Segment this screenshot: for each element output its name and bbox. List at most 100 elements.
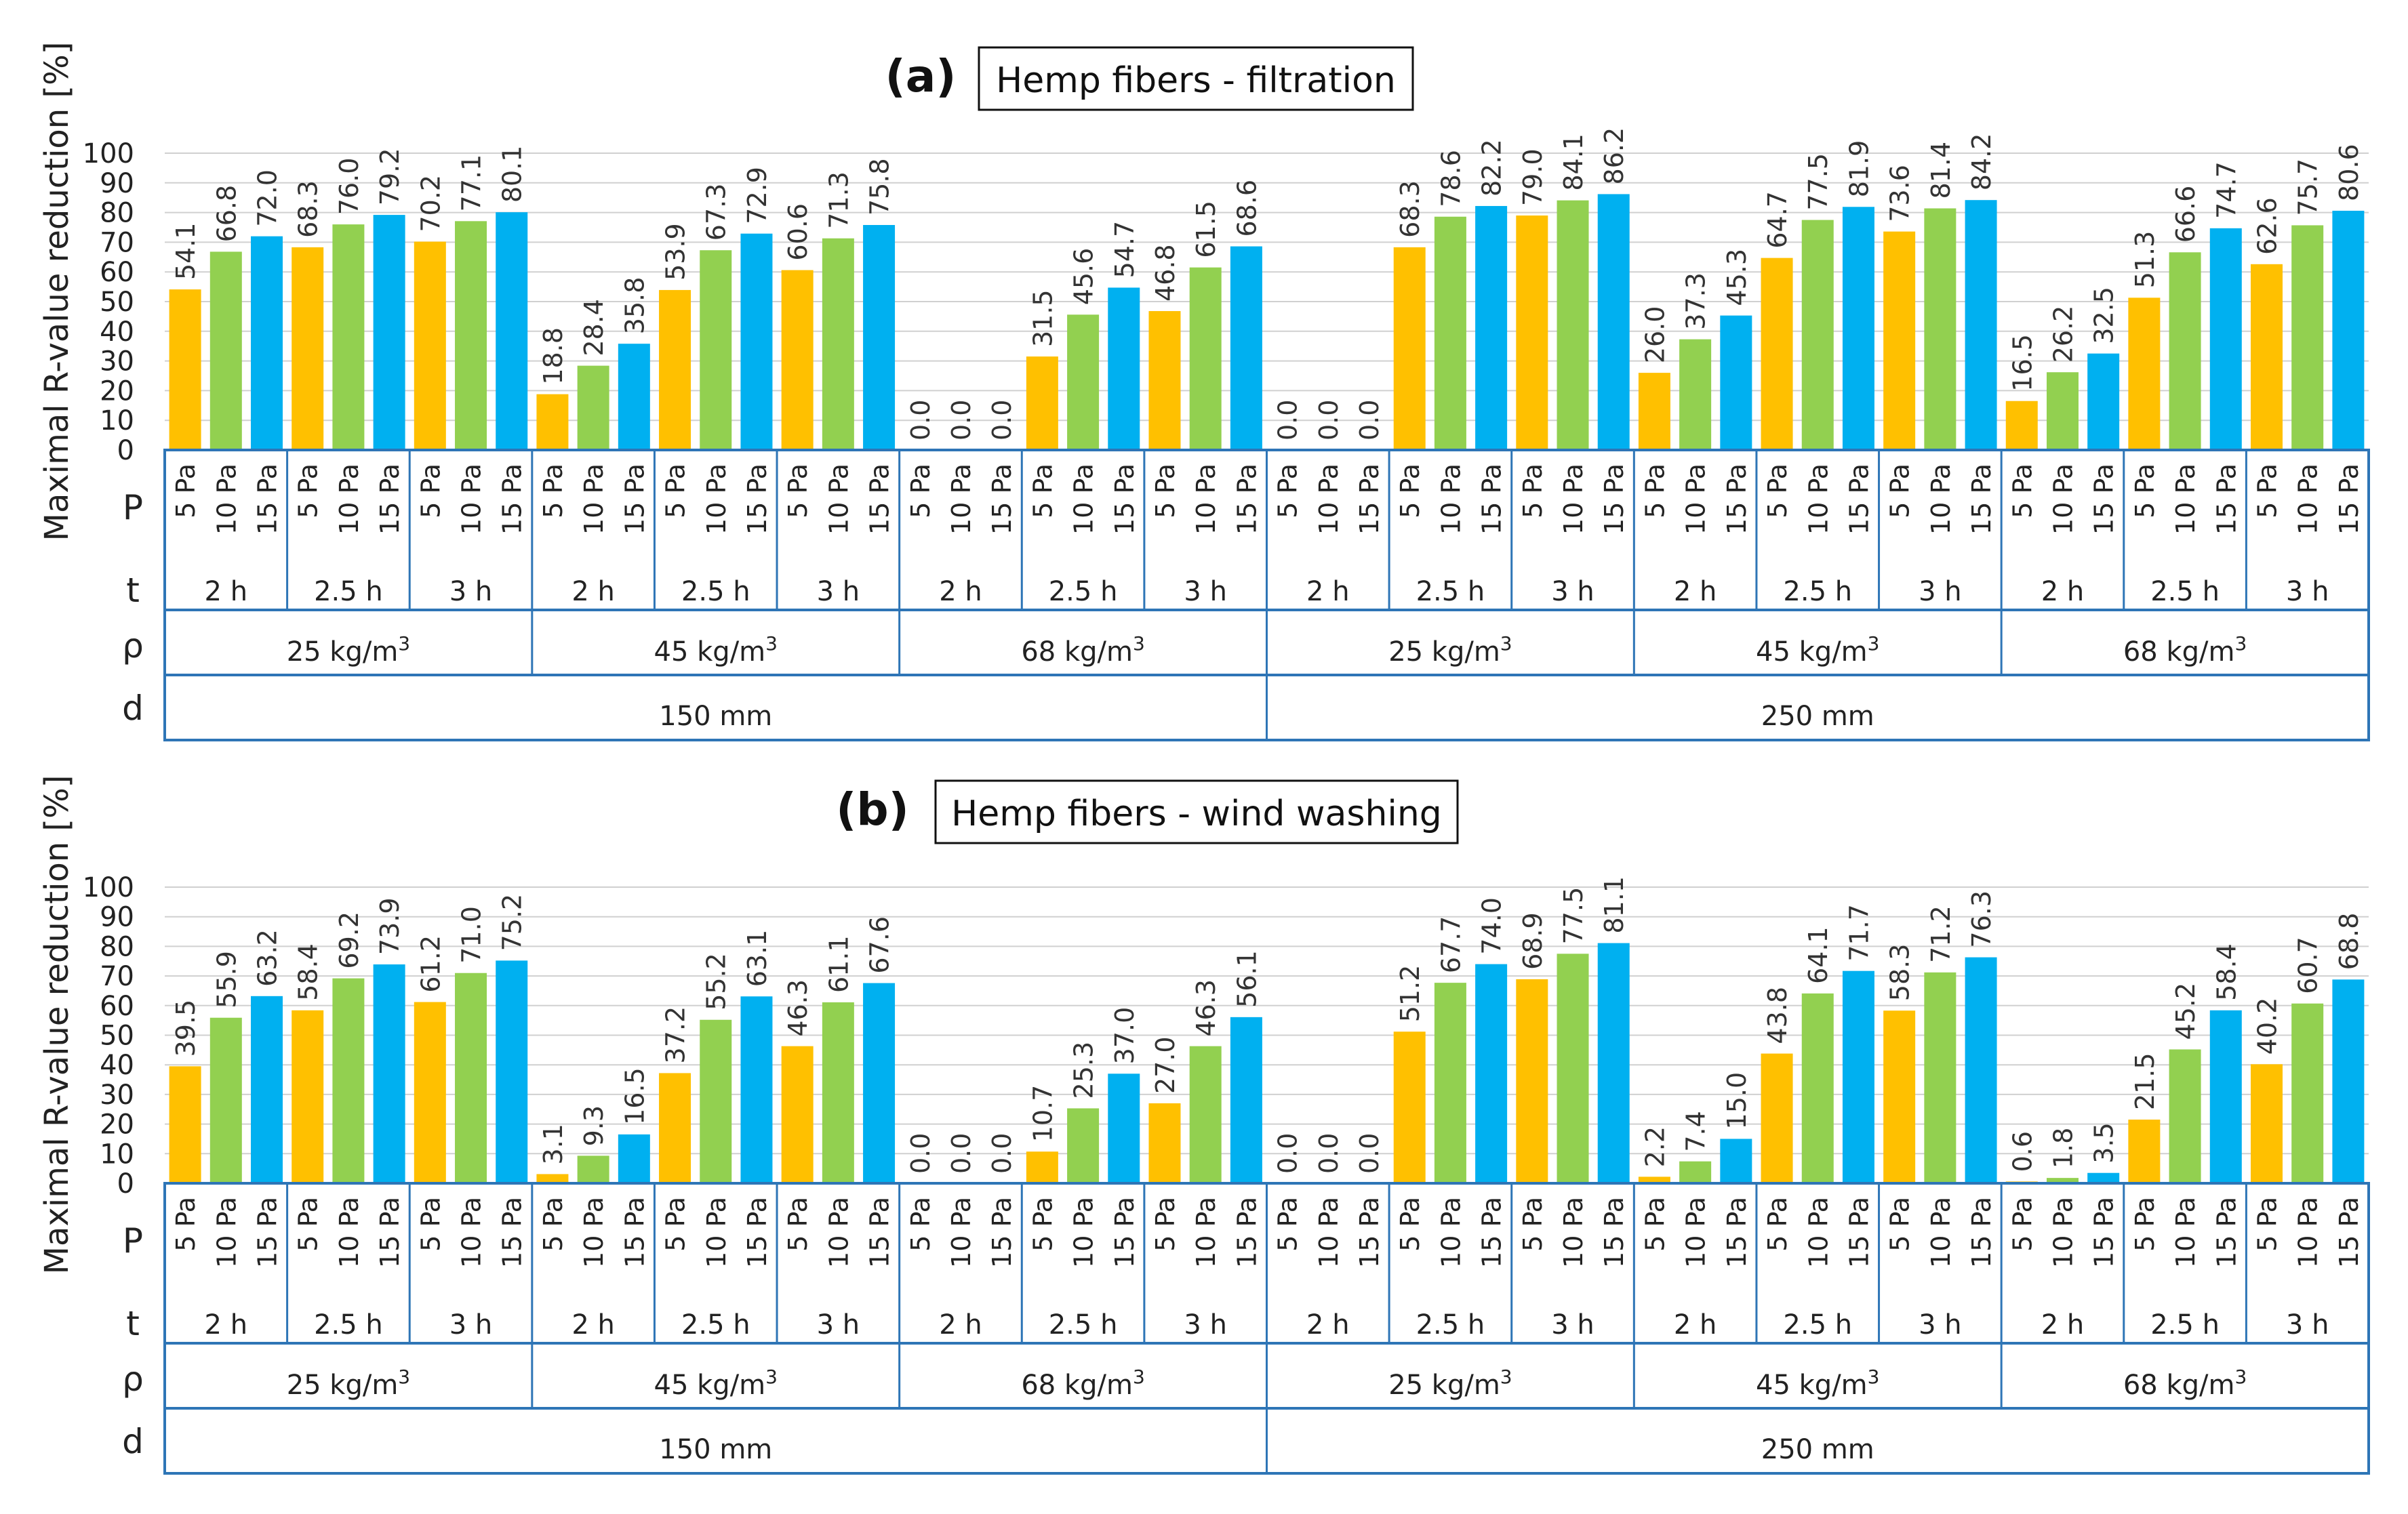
- chart-panel-b: (b) Hemp fibers - wind washing Maximal R-v…: [38, 775, 2370, 1475]
- row-label-p: P: [123, 488, 143, 527]
- data-label: 68.3: [1395, 180, 1425, 238]
- bar: [373, 964, 405, 1183]
- y-tick-label: 0: [117, 435, 134, 466]
- pressure-label: 15 Pa: [742, 1197, 772, 1268]
- density-label: 68 kg/m3: [2123, 632, 2247, 668]
- pressure-label: 10 Pa: [1436, 464, 1466, 535]
- data-label: 53.9: [661, 223, 691, 281]
- data-label: 71.7: [1844, 904, 1874, 962]
- bar: [1761, 1053, 1793, 1183]
- time-label: 2.5 h: [2150, 1309, 2220, 1341]
- data-label: 62.6: [2252, 197, 2282, 255]
- pressure-label: 5 Pa: [2007, 464, 2037, 518]
- bar: [1475, 964, 1508, 1183]
- data-label: 37.3: [1681, 272, 1711, 330]
- data-label: 9.3: [579, 1105, 609, 1146]
- bar: [863, 224, 896, 450]
- time-label: 2.5 h: [1049, 576, 1118, 607]
- y-tick-label: 90: [100, 168, 134, 199]
- y-tick-label: 80: [100, 931, 134, 962]
- time-label: 3 h: [1551, 1309, 1594, 1341]
- density-label: 25 kg/m3: [287, 1366, 410, 1401]
- y-tick-label: 50: [100, 1021, 134, 1052]
- pressure-label: 15 Pa: [1844, 464, 1874, 535]
- pressure-label: 5 Pa: [2252, 464, 2282, 518]
- bar: [292, 1010, 324, 1183]
- time-label: 2 h: [1306, 1309, 1350, 1341]
- data-label: 56.1: [1232, 950, 1262, 1008]
- pressure-label: 5 Pa: [1395, 1197, 1425, 1252]
- time-label: 2 h: [1306, 576, 1350, 607]
- bar: [1557, 200, 1589, 450]
- pressure-label: 10 Pa: [946, 1197, 976, 1268]
- bar: [618, 1134, 650, 1183]
- row-label-rho: ρ: [122, 1359, 144, 1399]
- data-label: 46.3: [1191, 979, 1221, 1037]
- bar: [577, 365, 609, 450]
- density-label: 45 kg/m3: [654, 1366, 778, 1401]
- pressure-label: 15 Pa: [1232, 464, 1262, 535]
- time-label: 2 h: [205, 576, 248, 607]
- pressure-label: 5 Pa: [1518, 1197, 1548, 1252]
- row-label-d: d: [122, 1422, 144, 1461]
- bar: [496, 960, 528, 1183]
- data-label: 0.0: [946, 400, 976, 441]
- pressure-label: 15 Pa: [253, 1197, 283, 1268]
- data-label: 71.2: [1926, 905, 1956, 963]
- y-tick-label: 100: [83, 872, 134, 903]
- data-label: 75.8: [865, 158, 895, 216]
- panel-letter: (a): [885, 50, 957, 102]
- data-label: 72.0: [253, 169, 283, 227]
- data-label: 61.5: [1191, 201, 1221, 258]
- bar: [1434, 216, 1466, 450]
- density-label: 45 kg/m3: [654, 632, 778, 668]
- data-label: 75.2: [498, 894, 527, 952]
- thickness-label: 150 mm: [659, 1434, 772, 1465]
- y-tick-label: 90: [100, 902, 134, 933]
- time-label: 2 h: [1674, 1309, 1717, 1341]
- bar: [2128, 1120, 2161, 1183]
- data-label: 76.0: [334, 158, 364, 216]
- data-label: 80.6: [2334, 144, 2364, 201]
- bar: [1679, 1161, 1712, 1183]
- pressure-label: 10 Pa: [702, 464, 731, 535]
- data-label: 0.0: [1354, 1133, 1384, 1174]
- pressure-label: 5 Pa: [1273, 464, 1303, 518]
- data-label: 69.2: [334, 912, 364, 969]
- pressure-label: 5 Pa: [294, 1197, 323, 1252]
- data-label: 45.3: [1722, 249, 1752, 306]
- bar: [659, 1073, 691, 1183]
- bar: [2087, 1172, 2120, 1183]
- pressure-label: 15 Pa: [1599, 1197, 1629, 1268]
- bar: [1924, 972, 1956, 1183]
- bar: [1230, 1017, 1262, 1183]
- density-label: 68 kg/m3: [2123, 1366, 2247, 1401]
- bar: [1965, 200, 1997, 450]
- bar: [2169, 1049, 2201, 1183]
- data-label: 15.0: [1722, 1072, 1752, 1130]
- bar: [1638, 1177, 1670, 1183]
- pressure-label: 5 Pa: [2130, 464, 2160, 518]
- pressure-label: 5 Pa: [783, 464, 813, 518]
- bar: [1720, 1139, 1752, 1183]
- data-label: 86.2: [1599, 127, 1629, 185]
- time-label: 2 h: [571, 576, 615, 607]
- pressure-label: 5 Pa: [1028, 1197, 1058, 1252]
- bar: [1597, 943, 1630, 1183]
- bar: [1801, 220, 1834, 450]
- density-label: 25 kg/m3: [287, 632, 410, 668]
- pressure-label: 10 Pa: [1926, 1197, 1956, 1268]
- data-label: 35.8: [620, 277, 649, 335]
- bar: [1067, 1108, 1100, 1183]
- data-label: 0.0: [946, 1133, 976, 1174]
- pressure-label: 15 Pa: [1967, 1197, 1996, 1268]
- data-label: 68.6: [1232, 180, 1262, 237]
- bar: [659, 289, 691, 450]
- time-label: 3 h: [1919, 576, 1962, 607]
- pressure-label: 10 Pa: [2171, 1197, 2201, 1268]
- time-label: 3 h: [449, 1309, 493, 1341]
- pressure-label: 5 Pa: [171, 1197, 201, 1252]
- data-label: 0.6: [2007, 1131, 2037, 1172]
- pressure-label: 15 Pa: [2211, 464, 2241, 535]
